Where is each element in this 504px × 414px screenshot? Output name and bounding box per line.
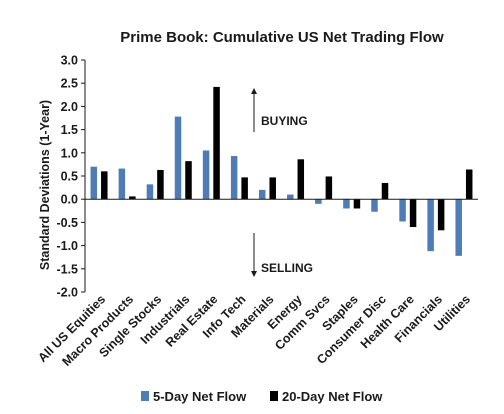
bar-20day bbox=[185, 161, 192, 200]
buying-annotation: BUYING bbox=[261, 114, 308, 128]
legend-swatch-5day bbox=[141, 391, 149, 401]
bar-5day bbox=[427, 199, 434, 252]
bar-20day bbox=[213, 86, 220, 200]
bar-5day bbox=[455, 199, 462, 256]
bar-5day bbox=[90, 166, 98, 200]
bar-20day bbox=[325, 176, 333, 200]
annotations: BUYING SELLING bbox=[251, 88, 313, 277]
bar-5day bbox=[343, 199, 350, 209]
bar-5day bbox=[118, 168, 126, 200]
bar-20day bbox=[297, 159, 305, 200]
bar-5day bbox=[202, 150, 210, 200]
y-tick-label: 3.0 bbox=[61, 54, 78, 68]
y-axis-label: Standard Deviations (1-Year) bbox=[38, 100, 52, 270]
bar-20day bbox=[409, 199, 417, 228]
y-tick-label: 1.5 bbox=[61, 123, 78, 137]
y-tick-label: 0.0 bbox=[61, 193, 78, 207]
bar-5day bbox=[230, 156, 238, 200]
buying-arrowhead bbox=[251, 88, 257, 94]
y-tick-label: -1.0 bbox=[56, 239, 78, 253]
bar-5day bbox=[146, 184, 154, 200]
bar-20day bbox=[381, 182, 389, 200]
y-tick-label: 2.5 bbox=[61, 77, 78, 91]
y-tick-label: 2.0 bbox=[61, 100, 78, 114]
bar-5day bbox=[315, 199, 322, 204]
bars bbox=[90, 86, 473, 256]
y-tick-label: 1.0 bbox=[61, 146, 78, 160]
y-tick-label: -2.0 bbox=[56, 286, 78, 300]
bar-5day bbox=[258, 189, 266, 200]
selling-annotation: SELLING bbox=[261, 261, 313, 275]
bar-20day bbox=[353, 199, 361, 209]
bar-20day bbox=[241, 177, 248, 200]
bar-5day bbox=[174, 116, 182, 200]
legend: 5-Day Net Flow 20-Day Net Flow bbox=[141, 389, 383, 404]
bar-5day bbox=[287, 194, 294, 200]
chart-title: Prime Book: Cumulative US Net Trading Fl… bbox=[120, 29, 444, 46]
y-tick-label: -0.5 bbox=[56, 216, 78, 230]
bar-20day bbox=[129, 196, 136, 200]
bar-5day bbox=[371, 199, 378, 212]
bar-20day bbox=[269, 177, 276, 200]
y-tick-label: 0.5 bbox=[61, 170, 78, 184]
bar-20day bbox=[157, 169, 164, 200]
bar-5day bbox=[399, 199, 406, 222]
legend-label-5day: 5-Day Net Flow bbox=[153, 389, 247, 404]
legend-label-20day: 20-Day Net Flow bbox=[282, 389, 383, 404]
bar-20day bbox=[437, 199, 445, 231]
y-tick-label: -1.5 bbox=[56, 262, 78, 276]
selling-arrowhead bbox=[251, 271, 257, 277]
legend-swatch-20day bbox=[270, 391, 278, 401]
y-axis: 3.0 2.5 2.0 1.5 1.0 0.5 0.0 -0.5 -1.0 -1.5 -2.0 bbox=[56, 54, 86, 300]
bar-20day bbox=[101, 171, 108, 200]
bar-20day bbox=[465, 169, 473, 200]
